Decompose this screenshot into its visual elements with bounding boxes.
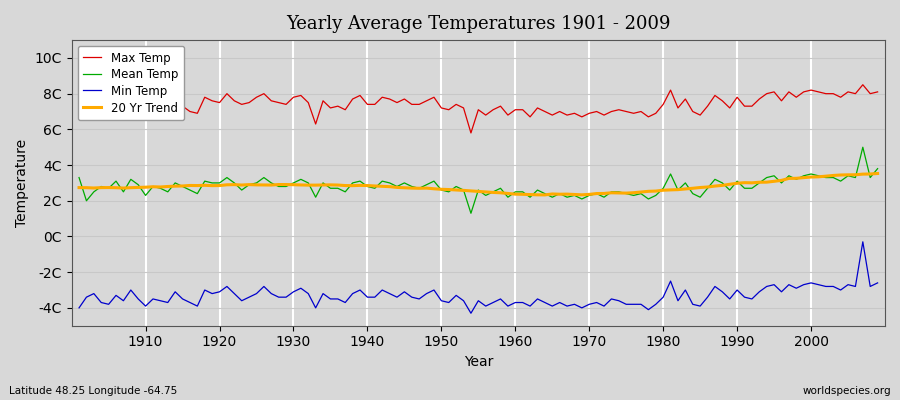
Min Temp [465,311,476,316]
Max Temp [606,109,616,114]
Mean Temp [872,166,883,171]
Min Temp [295,286,306,291]
Min Temp [510,300,521,305]
Min Temp [74,306,85,310]
Max Temp [872,90,883,94]
Line: 20 Yr Trend: 20 Yr Trend [79,174,878,195]
Line: Max Temp: Max Temp [79,85,878,133]
Mean Temp [510,190,521,194]
Min Temp [606,296,616,301]
Max Temp [74,95,85,100]
Mean Temp [606,190,616,194]
Y-axis label: Temperature: Temperature [15,139,29,227]
20 Yr Trend [74,185,85,190]
Max Temp [133,104,144,108]
Mean Temp [465,211,476,216]
Min Temp [518,300,528,305]
20 Yr Trend [340,183,351,188]
Max Temp [295,93,306,98]
Min Temp [133,296,144,301]
Title: Yearly Average Temperatures 1901 - 2009: Yearly Average Temperatures 1901 - 2009 [286,15,670,33]
Text: worldspecies.org: worldspecies.org [803,386,891,396]
20 Yr Trend [133,185,144,190]
Mean Temp [295,177,306,182]
Max Temp [510,107,521,112]
20 Yr Trend [539,192,550,197]
X-axis label: Year: Year [464,355,493,369]
Mean Temp [340,190,351,194]
Mean Temp [518,190,528,194]
20 Yr Trend [606,190,616,195]
Line: Mean Temp: Mean Temp [79,147,878,213]
Min Temp [872,280,883,285]
Mean Temp [133,182,144,187]
Max Temp [518,107,528,112]
Min Temp [858,240,868,244]
Min Temp [340,300,351,305]
Max Temp [465,130,476,135]
20 Yr Trend [502,191,513,196]
Text: Latitude 48.25 Longitude -64.75: Latitude 48.25 Longitude -64.75 [9,386,177,396]
20 Yr Trend [295,182,306,187]
20 Yr Trend [510,192,521,196]
Max Temp [340,107,351,112]
Line: Min Temp: Min Temp [79,242,878,313]
Mean Temp [74,175,85,180]
Legend: Max Temp, Mean Temp, Min Temp, 20 Yr Trend: Max Temp, Mean Temp, Min Temp, 20 Yr Tre… [77,46,184,120]
20 Yr Trend [872,171,883,176]
Mean Temp [858,145,868,150]
Max Temp [858,82,868,87]
